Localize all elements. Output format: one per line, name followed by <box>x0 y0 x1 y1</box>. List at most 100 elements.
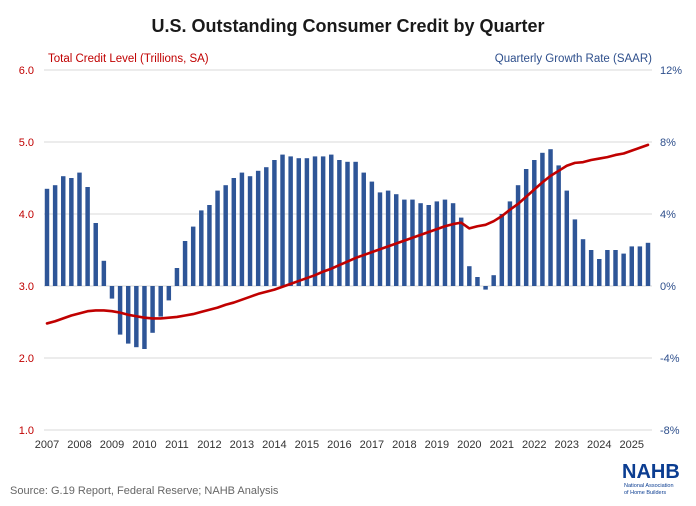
left-axis-tick-label: 6.0 <box>19 65 34 77</box>
growth-bar <box>499 214 505 286</box>
chart-title: U.S. Outstanding Consumer Credit by Quar… <box>151 16 544 36</box>
x-axis-tick-label: 2016 <box>327 439 351 451</box>
x-axis-tick-label: 2023 <box>555 439 579 451</box>
growth-bar <box>182 241 188 286</box>
growth-bar <box>523 169 529 286</box>
growth-bar <box>93 223 98 286</box>
growth-bar <box>288 156 293 286</box>
growth-bar <box>475 277 480 286</box>
right-axis-ticks: -8% -4% 0% 4% 8% 12% <box>660 65 682 437</box>
x-axis-ticks: 2007 2008 2009 2010 2011 2012 2013 2014 2015 2016… <box>35 439 644 451</box>
growth-bar <box>418 203 423 286</box>
x-axis-tick-label: 2019 <box>425 439 449 451</box>
growth-bar <box>109 286 115 299</box>
credit-level-line <box>45 143 650 325</box>
growth-bar <box>320 156 326 286</box>
growth-bar <box>69 178 74 286</box>
growth-bar <box>312 156 318 286</box>
left-axis-tick-label: 5.0 <box>19 137 34 149</box>
x-axis-tick-label: 2017 <box>360 439 384 451</box>
growth-bar <box>402 199 407 286</box>
growth-bar <box>385 190 391 286</box>
growth-bar <box>540 152 545 286</box>
right-axis-tick-label: 4% <box>660 209 676 221</box>
x-axis-tick-label: 2014 <box>262 439 286 451</box>
growth-bar <box>52 185 58 286</box>
growth-bar <box>597 259 602 286</box>
growth-bar <box>637 246 643 286</box>
growth-bar <box>264 167 269 286</box>
growth-bar <box>353 161 358 286</box>
growth-bar <box>556 165 561 286</box>
growth-bar <box>507 201 513 286</box>
right-axis-tick-label: 0% <box>660 281 676 293</box>
growth-bar <box>190 226 196 286</box>
growth-bar <box>361 172 366 286</box>
growth-bar <box>426 205 431 286</box>
growth-bar <box>564 190 570 286</box>
growth-bar <box>588 250 594 286</box>
x-axis-tick-label: 2020 <box>457 439 481 451</box>
growth-bar <box>255 170 261 286</box>
growth-bar <box>337 160 342 286</box>
x-axis-tick-label: 2010 <box>132 439 156 451</box>
growth-bar <box>629 246 634 286</box>
right-axis-tick-label: 12% <box>660 65 682 77</box>
growth-bar <box>85 187 90 286</box>
growth-bar <box>377 192 383 286</box>
left-axis-tick-label: 3.0 <box>19 281 34 293</box>
growth-bar <box>44 188 50 286</box>
growth-bar <box>393 194 399 286</box>
growth-bar <box>296 158 302 286</box>
growth-bar <box>515 185 521 286</box>
growth-bar <box>572 219 578 286</box>
growth-bar <box>215 190 220 286</box>
growth-bar <box>645 242 651 286</box>
x-axis-tick-label: 2025 <box>620 439 644 451</box>
growth-bar <box>467 266 472 286</box>
growth-bar <box>231 178 237 286</box>
growth-bar <box>272 160 277 286</box>
growth-bar <box>166 286 172 301</box>
left-axis-ticks: 1.0 2.0 3.0 4.0 5.0 6.0 <box>19 65 34 437</box>
growth-bar <box>369 181 375 286</box>
growth-bar <box>532 160 537 286</box>
source-note: Source: G.19 Report, Federal Reserve; NA… <box>10 485 279 497</box>
right-axis-tick-label: -4% <box>660 353 680 365</box>
nahb-logo: NAHB National Association of Home Builde… <box>622 461 680 496</box>
growth-bar <box>239 172 245 286</box>
growth-bar <box>605 250 610 286</box>
x-axis-tick-label: 2007 <box>35 439 59 451</box>
x-axis-tick-label: 2013 <box>230 439 254 451</box>
growth-bar <box>483 286 488 290</box>
growth-bar <box>613 250 618 286</box>
right-axis-label: Quarterly Growth Rate (SAAR) <box>495 53 652 65</box>
growth-bar <box>580 239 586 286</box>
x-axis-tick-label: 2021 <box>490 439 514 451</box>
growth-bar <box>280 154 285 286</box>
x-axis-tick-label: 2015 <box>295 439 319 451</box>
growth-bars <box>44 149 651 349</box>
growth-bar <box>158 286 163 317</box>
growth-bar <box>434 201 440 286</box>
growth-bar <box>77 172 82 286</box>
growth-bar <box>458 217 464 286</box>
x-axis-tick-label: 2008 <box>67 439 91 451</box>
growth-bar <box>410 199 415 286</box>
left-axis-tick-label: 2.0 <box>19 353 34 365</box>
growth-bar <box>621 253 626 286</box>
growth-bar <box>345 161 350 286</box>
growth-bar <box>304 158 310 286</box>
right-axis-tick-label: 8% <box>660 137 676 149</box>
growth-bar <box>548 149 553 286</box>
growth-bar <box>247 176 253 286</box>
growth-bar <box>442 199 448 286</box>
growth-bar <box>117 286 123 335</box>
growth-bar <box>329 154 334 286</box>
x-axis-tick-label: 2022 <box>522 439 546 451</box>
logo-wordmark: NAHB <box>622 461 680 483</box>
growth-bar <box>223 185 228 286</box>
credit-level-line-group <box>45 143 650 325</box>
